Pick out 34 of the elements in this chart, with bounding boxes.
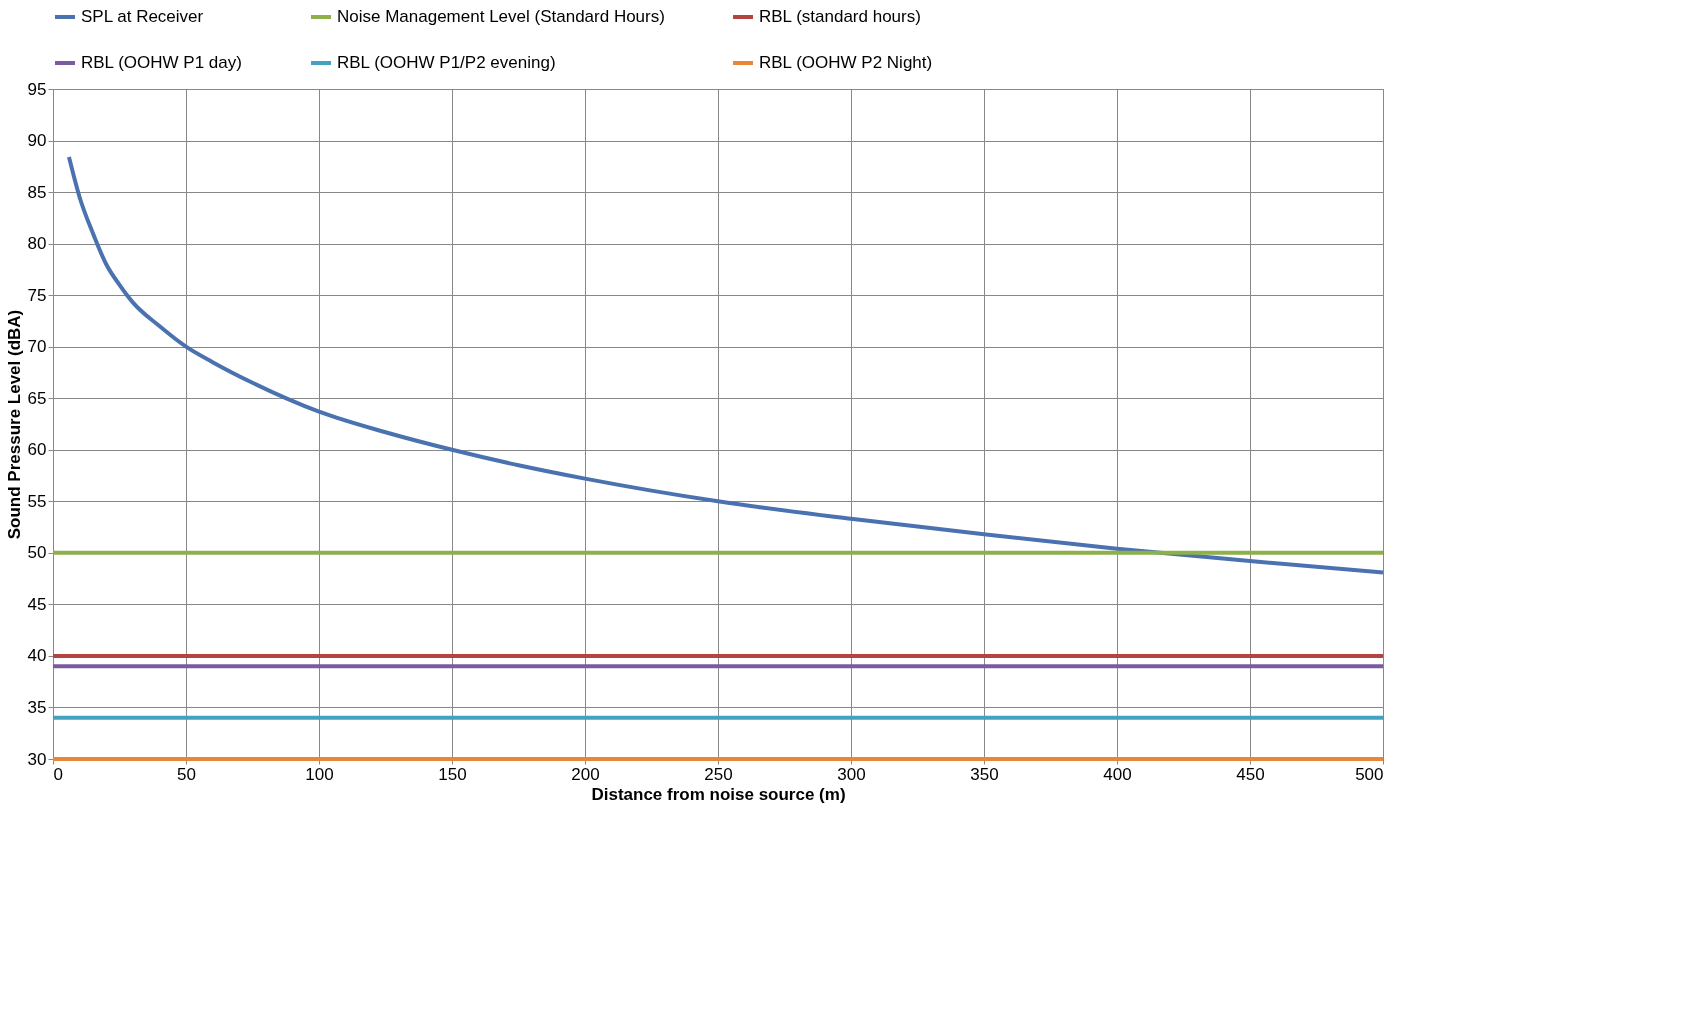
x-axis-title: Distance from noise source (m) — [591, 784, 846, 804]
y-tick-label: 80 — [27, 234, 47, 254]
y-tick-label: 95 — [27, 79, 47, 99]
legend-label: Noise Management Level (Standard Hours) — [337, 7, 665, 26]
y-tick-label: 60 — [27, 440, 47, 460]
x-tick-label: 300 — [837, 764, 866, 784]
y-tick-label: 45 — [27, 594, 47, 614]
x-tick-label: 400 — [1103, 764, 1132, 784]
x-tick-label: 100 — [305, 764, 334, 784]
x-tick-label: 500 — [1355, 764, 1384, 784]
y-tick-label: 75 — [27, 285, 47, 305]
legend-label: RBL (OOHW P1/P2 evening) — [337, 53, 556, 72]
x-tick-label: 0 — [53, 764, 63, 784]
y-tick-label: 35 — [27, 697, 47, 717]
x-tick-label: 200 — [571, 764, 600, 784]
legend-label: SPL at Receiver — [81, 7, 204, 26]
legend-label: RBL (standard hours) — [759, 7, 921, 26]
x-tick-label: 250 — [704, 764, 733, 784]
y-tick-label: 70 — [27, 337, 47, 357]
y-tick-label: 55 — [27, 491, 47, 511]
x-tick-label: 350 — [970, 764, 999, 784]
y-tick-label: 50 — [27, 543, 47, 563]
y-tick-label: 85 — [27, 182, 47, 202]
line-series — [66, 155, 1385, 575]
x-tick-label: 150 — [438, 764, 467, 784]
x-tick-label: 50 — [177, 764, 196, 784]
y-tick-label: 30 — [27, 749, 47, 769]
legend-label: RBL (OOHW P1 day) — [81, 53, 242, 72]
y-tick-label: 90 — [27, 131, 47, 151]
y-axis-title: Sound Pressure Level (dBA) — [4, 309, 24, 540]
y-tick-label: 40 — [27, 646, 47, 666]
legend-label: RBL (OOHW P2 Night) — [759, 53, 933, 72]
y-tick-label: 65 — [27, 388, 47, 408]
x-tick-label: 450 — [1236, 764, 1265, 784]
